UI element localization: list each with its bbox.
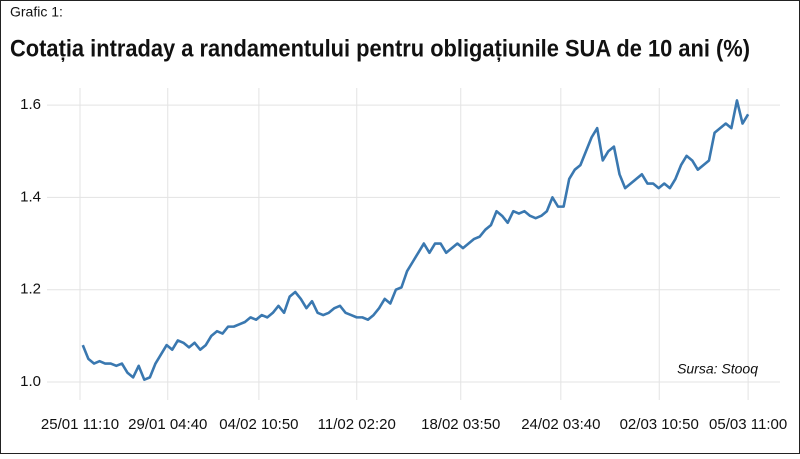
x-tick-label: 04/02 10:50: [219, 416, 298, 433]
line-series: [81, 99, 750, 381]
x-tick-label: 02/03 10:50: [620, 416, 699, 433]
chart-subtitle: Grafic 1:: [10, 4, 63, 20]
plot-area: [47, 88, 780, 400]
x-tick-label: 24/02 03:40: [521, 416, 600, 433]
x-tick-label: 25/01 11:10: [41, 416, 119, 433]
x-tick-label: 29/01 04:40: [128, 416, 207, 433]
y-tick-label: 1.0: [20, 373, 41, 390]
y-tick-label: 1.4: [20, 188, 41, 205]
x-tick-label: 11/02 02:20: [318, 416, 396, 433]
x-tick-label: 05/03 11:00: [709, 416, 787, 433]
source-note: Sursa: Stooq: [677, 361, 758, 377]
y-tick-label: 1.6: [20, 96, 41, 113]
x-tick-label: 18/02 03:50: [421, 416, 500, 433]
chart-title: Cotația intraday a randamentului pentru …: [10, 35, 750, 62]
y-tick-label: 1.2: [20, 281, 41, 298]
